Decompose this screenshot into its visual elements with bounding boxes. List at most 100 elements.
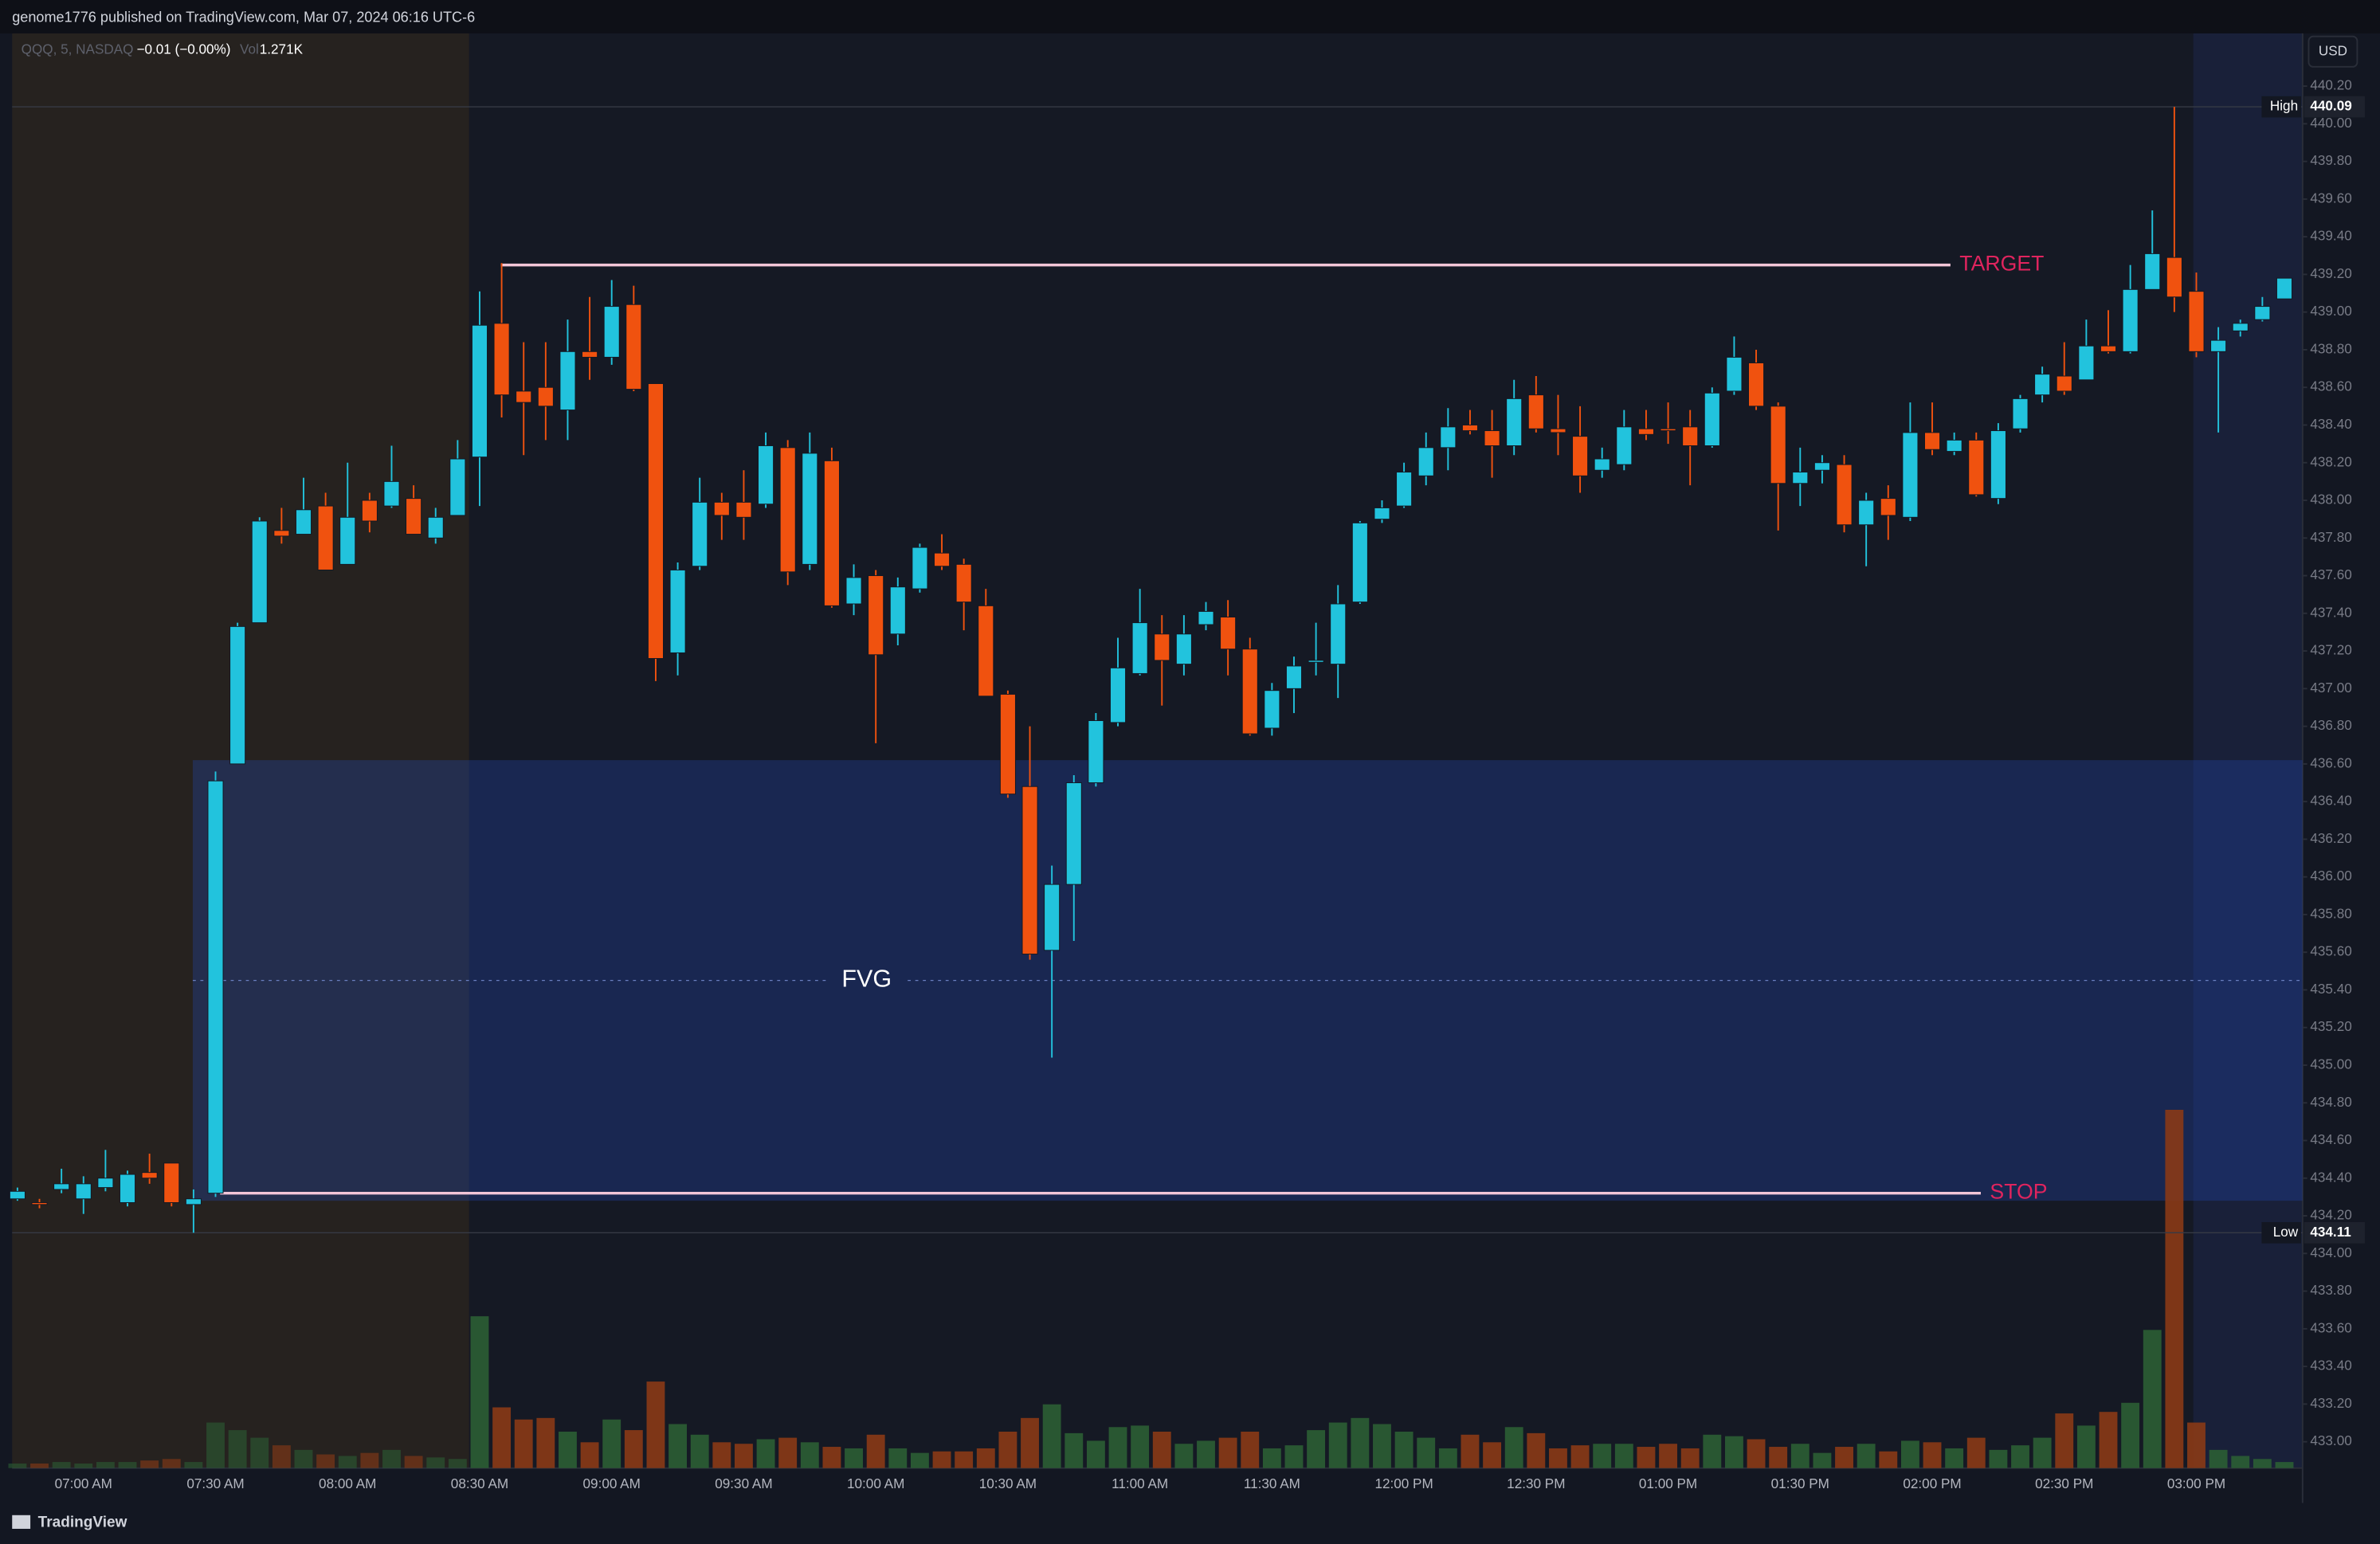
candle-body — [978, 605, 994, 697]
volume-bar — [536, 1417, 555, 1468]
volume-bar — [1725, 1436, 1743, 1468]
volume-bar — [1989, 1449, 2008, 1468]
candle-body — [361, 500, 378, 522]
volume-bar — [1900, 1440, 1919, 1468]
marker-label: Low — [2273, 1224, 2299, 1240]
candle-body — [735, 501, 752, 518]
candle-body — [493, 323, 510, 396]
volume-bar — [2165, 1109, 2184, 1468]
volume-bar — [404, 1456, 423, 1468]
candle-body — [1351, 522, 1368, 603]
marker-value-bg — [2304, 96, 2365, 118]
y-tick-label: 437.80 — [2310, 529, 2351, 545]
legend-volume-value: 1.271K — [260, 41, 304, 57]
marker-label: High — [2270, 98, 2298, 114]
volume-bar — [1351, 1417, 1370, 1468]
volume-bar — [1483, 1442, 1502, 1468]
chart-layer: 433.00 433.20 433.40 433.60 433.80 434.00 434.… — [8, 77, 2365, 1491]
volume-bar — [998, 1431, 1017, 1468]
target-label: TARGET — [1959, 252, 2044, 276]
candle-body — [1968, 439, 1985, 496]
candle-body — [97, 1178, 114, 1189]
candle-body — [2166, 257, 2182, 298]
marker-value-bg — [2304, 1221, 2365, 1244]
volume-bar — [2253, 1459, 2272, 1468]
candle-body — [1682, 426, 1699, 446]
volume-bar — [845, 1448, 863, 1468]
y-tick-label: 433.00 — [2310, 1432, 2351, 1448]
volume-bar — [1813, 1452, 1832, 1468]
volume-bar — [382, 1449, 401, 1468]
candle-body — [2078, 345, 2095, 381]
candle-body — [449, 458, 466, 516]
candle-body — [1220, 617, 1237, 650]
candle-body — [1594, 458, 1610, 471]
volume-bar — [448, 1459, 467, 1468]
candle-body — [1550, 428, 1566, 433]
volume-bar — [426, 1457, 445, 1468]
footer-logo[interactable]: TradingView — [38, 1514, 127, 1530]
top-bar — [0, 0, 2380, 33]
volume-bar — [1307, 1430, 1326, 1468]
candle-body — [1858, 500, 1875, 526]
volume-bar — [360, 1452, 379, 1468]
volume-bar — [1593, 1444, 1612, 1468]
candle-body — [1880, 498, 1896, 516]
candle-body — [2276, 277, 2292, 300]
candle-body — [1726, 356, 1743, 392]
x-tick-label: 08:00 AM — [319, 1475, 376, 1491]
volume-bar — [1659, 1444, 1677, 1468]
y-tick-label: 437.20 — [2310, 642, 2351, 658]
candle-body — [317, 505, 334, 570]
candle-body — [1440, 426, 1457, 449]
marker-label-bg — [2261, 96, 2301, 118]
candle-body — [537, 386, 554, 407]
candle-body — [603, 306, 620, 358]
candle-body — [1264, 690, 1280, 729]
x-tick-label: 07:00 AM — [55, 1475, 112, 1491]
candle-body — [955, 563, 972, 603]
x-tick-label: 09:00 AM — [583, 1475, 641, 1491]
currency-button[interactable] — [2307, 35, 2358, 68]
candle-body — [1484, 430, 1500, 446]
x-tick-label: 10:00 AM — [847, 1475, 904, 1491]
volume-bar — [1504, 1427, 1523, 1468]
candle-body — [1946, 439, 1962, 453]
volume-bar — [1086, 1440, 1105, 1468]
volume-bar — [624, 1430, 643, 1468]
y-tick-label: 438.20 — [2310, 453, 2351, 469]
candle-body — [2100, 345, 2117, 352]
fvg-label: FVG — [841, 966, 892, 993]
y-tick-label: 438.00 — [2310, 492, 2351, 507]
marker-value: 434.11 — [2310, 1224, 2351, 1240]
candle-body — [802, 453, 818, 565]
candle-body — [823, 460, 840, 606]
candle-body — [295, 509, 312, 535]
volume-bar — [1241, 1431, 1260, 1468]
volume-bar — [250, 1437, 269, 1468]
candle-body — [516, 390, 532, 403]
volume-bar — [228, 1430, 247, 1468]
candle-body — [713, 501, 730, 516]
x-tick-label: 01:30 PM — [1771, 1475, 1829, 1491]
y-tick-label: 439.40 — [2310, 228, 2351, 244]
volume-bar — [2275, 1462, 2294, 1468]
y-tick-label: 437.60 — [2310, 566, 2351, 582]
x-tick-label: 07:30 AM — [186, 1475, 244, 1491]
marker-label-bg — [2261, 1221, 2301, 1244]
volume-bar — [118, 1462, 137, 1468]
y-tick-label: 439.60 — [2310, 190, 2351, 206]
volume-bar — [1637, 1447, 1656, 1468]
y-tick-label: 435.40 — [2310, 981, 2351, 997]
y-tick-label: 435.80 — [2310, 905, 2351, 921]
volume-bar — [30, 1464, 49, 1468]
candle-body — [1131, 622, 1148, 674]
volume-bar — [602, 1419, 621, 1468]
x-tick-label: 12:00 PM — [1374, 1475, 1433, 1491]
volume-bar — [1262, 1448, 1281, 1468]
volume-bar — [800, 1442, 819, 1468]
candle-body — [427, 516, 444, 539]
legend-symbol: QQQ, 5, NASDAQ — [22, 41, 134, 57]
afterhours-session — [2193, 33, 2303, 1468]
